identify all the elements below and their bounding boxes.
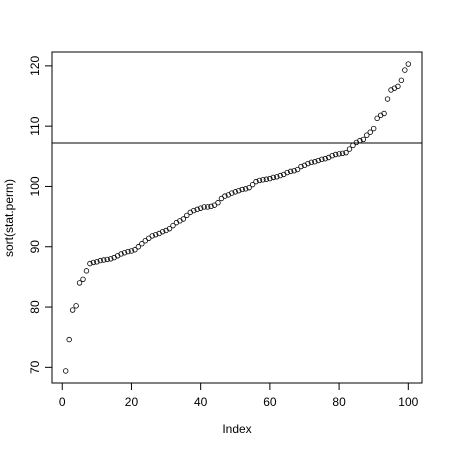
point bbox=[322, 156, 328, 162]
y-tick-label: 80 bbox=[28, 300, 42, 314]
point bbox=[242, 186, 249, 192]
point bbox=[118, 251, 124, 257]
x-tick-label: 80 bbox=[332, 395, 346, 409]
point bbox=[339, 150, 346, 156]
point bbox=[229, 190, 235, 196]
point bbox=[90, 259, 97, 266]
point bbox=[350, 142, 356, 149]
point bbox=[332, 151, 339, 158]
point bbox=[80, 276, 86, 282]
point bbox=[319, 156, 325, 163]
point bbox=[277, 172, 283, 179]
point bbox=[246, 184, 252, 191]
point bbox=[263, 176, 270, 182]
point bbox=[149, 233, 155, 239]
y-tick-label: 70 bbox=[28, 360, 42, 374]
point bbox=[204, 204, 211, 210]
point bbox=[260, 177, 266, 183]
point bbox=[270, 174, 277, 181]
point bbox=[101, 257, 107, 263]
x-tick-label: 60 bbox=[263, 395, 277, 409]
point bbox=[364, 132, 370, 138]
y-tick-label: 110 bbox=[28, 116, 42, 135]
point bbox=[256, 177, 263, 184]
point bbox=[201, 204, 207, 210]
point bbox=[139, 241, 145, 247]
point bbox=[184, 212, 190, 219]
point bbox=[121, 250, 128, 256]
point bbox=[87, 260, 93, 267]
point bbox=[159, 228, 166, 235]
point bbox=[284, 169, 290, 176]
point bbox=[294, 166, 301, 173]
point bbox=[384, 96, 391, 102]
x-axis-label: Index bbox=[222, 422, 251, 436]
point bbox=[398, 77, 405, 84]
point bbox=[194, 206, 200, 213]
point bbox=[249, 181, 256, 188]
point bbox=[66, 336, 72, 343]
point bbox=[239, 186, 245, 193]
point bbox=[370, 125, 377, 132]
point bbox=[253, 178, 259, 185]
point bbox=[305, 160, 311, 167]
point bbox=[208, 203, 214, 210]
x-tick-label: 40 bbox=[194, 395, 208, 409]
point bbox=[132, 247, 138, 253]
point bbox=[215, 200, 221, 206]
plot-box bbox=[51, 51, 423, 384]
point bbox=[107, 256, 114, 262]
point bbox=[69, 307, 76, 313]
point bbox=[343, 149, 349, 156]
point bbox=[152, 231, 159, 238]
point bbox=[329, 153, 335, 159]
point bbox=[94, 259, 100, 265]
point bbox=[232, 189, 238, 195]
point bbox=[367, 129, 373, 135]
point bbox=[402, 67, 408, 73]
point bbox=[374, 115, 380, 122]
point bbox=[63, 368, 69, 374]
point bbox=[222, 193, 228, 199]
point bbox=[180, 216, 187, 222]
point bbox=[308, 159, 315, 166]
point bbox=[267, 175, 273, 182]
point bbox=[83, 268, 90, 274]
point bbox=[73, 303, 79, 309]
y-tick-label: 90 bbox=[28, 240, 42, 254]
x-tick-label: 20 bbox=[125, 395, 139, 409]
point bbox=[236, 187, 242, 194]
point bbox=[125, 248, 131, 255]
point bbox=[405, 61, 411, 67]
point bbox=[166, 225, 173, 232]
point bbox=[191, 207, 197, 214]
y-tick-label: 120 bbox=[28, 56, 42, 76]
point bbox=[76, 280, 83, 286]
point bbox=[97, 257, 104, 264]
point bbox=[135, 244, 142, 250]
point bbox=[357, 137, 363, 144]
point bbox=[315, 157, 322, 164]
point bbox=[128, 248, 135, 254]
point bbox=[312, 159, 318, 165]
y-axis-label: sort(stat.perm) bbox=[2, 179, 16, 257]
point bbox=[170, 222, 176, 229]
x-tick-label: 0 bbox=[59, 395, 66, 409]
point bbox=[360, 136, 367, 143]
point bbox=[104, 256, 110, 263]
point bbox=[298, 163, 304, 170]
x-tick-label: 100 bbox=[398, 395, 418, 409]
point bbox=[336, 151, 342, 157]
point bbox=[291, 168, 297, 174]
point bbox=[197, 205, 204, 211]
point bbox=[346, 146, 353, 152]
point bbox=[395, 83, 401, 90]
point bbox=[381, 110, 387, 117]
point bbox=[287, 168, 294, 175]
point bbox=[274, 174, 280, 180]
y-tick-label: 100 bbox=[28, 176, 42, 196]
